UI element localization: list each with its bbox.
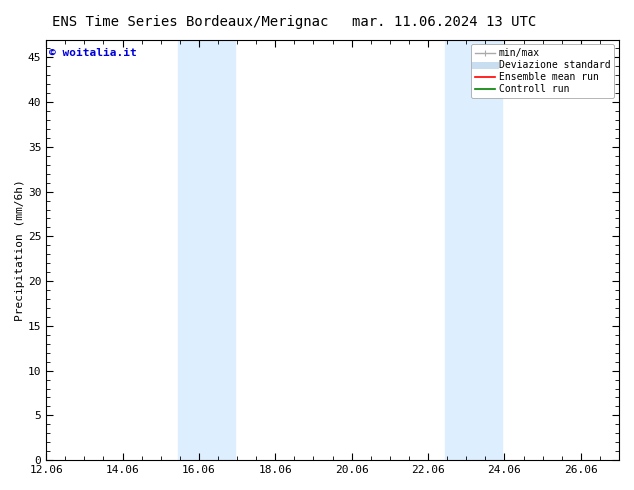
- Y-axis label: Precipitation (mm/6h): Precipitation (mm/6h): [15, 179, 25, 320]
- Bar: [445, 40, 502, 460]
- Bar: [178, 40, 235, 460]
- Text: mar. 11.06.2024 13 UTC: mar. 11.06.2024 13 UTC: [352, 15, 536, 29]
- Legend: min/max, Deviazione standard, Ensemble mean run, Controll run: min/max, Deviazione standard, Ensemble m…: [472, 45, 614, 98]
- Text: ENS Time Series Bordeaux/Merignac: ENS Time Series Bordeaux/Merignac: [52, 15, 328, 29]
- Text: © woitalia.it: © woitalia.it: [49, 48, 137, 58]
